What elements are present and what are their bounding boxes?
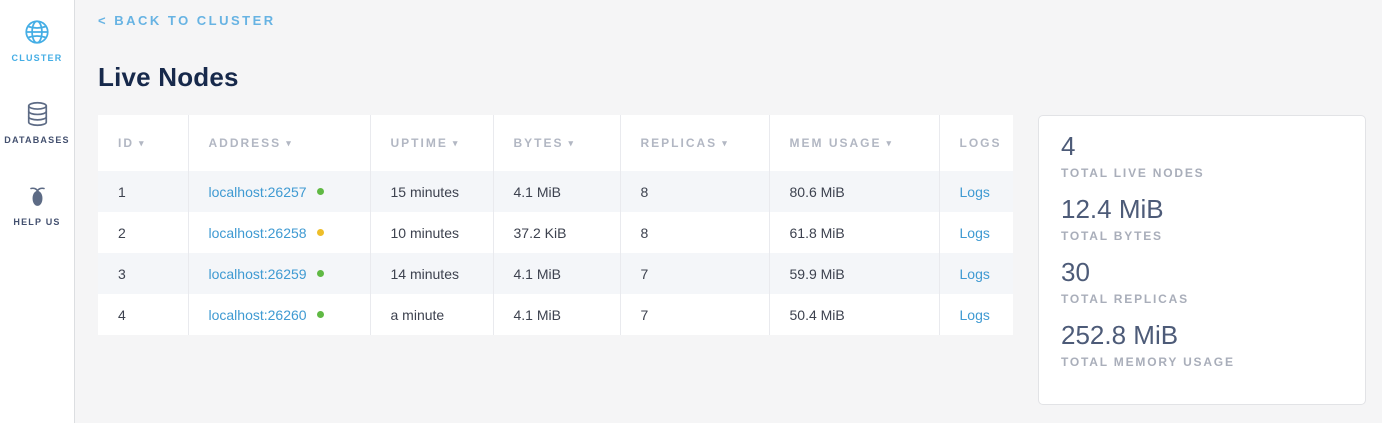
cell-node-id: 3 — [98, 253, 189, 294]
cell-replicas: 8 — [620, 212, 770, 253]
sidebar-item-label: DATABASES — [4, 135, 70, 145]
cell-address: localhost:26259 — [188, 253, 371, 294]
column-header-logs: LOGS — [939, 115, 1013, 171]
stat-value: 4 — [1061, 131, 1076, 161]
logs-link[interactable]: Logs — [959, 306, 990, 323]
stat-value: 12.4 MiB — [1061, 194, 1164, 224]
cell-node-id: 4 — [98, 294, 189, 335]
sidebar-item-help-us[interactable]: HELP US — [13, 182, 60, 227]
sort-arrow-icon: ▾ — [452, 138, 460, 148]
sort-arrow-icon: ▾ — [722, 138, 729, 148]
cockroach-icon — [24, 182, 51, 210]
cell-mem-usage: 61.8 MiB — [769, 212, 940, 253]
cell-node-id: 2 — [98, 212, 189, 253]
stat-value: 252.8 MiB — [1061, 320, 1179, 350]
logs-link[interactable]: Logs — [959, 265, 990, 282]
column-header-address[interactable]: ADDRESS ▾ — [188, 115, 371, 171]
cell-uptime: 15 minutes — [370, 171, 494, 212]
cell-mem-usage: 59.9 MiB — [769, 253, 940, 294]
sort-arrow-icon: ▾ — [886, 138, 894, 148]
column-header-replicas[interactable]: REPLICAS ▾ — [620, 115, 770, 171]
cell-logs: Logs — [939, 212, 1013, 253]
address-link[interactable]: localhost:26259 — [208, 265, 307, 282]
logs-link[interactable]: Logs — [959, 183, 990, 200]
column-label: BYTES — [513, 136, 564, 150]
logs-link[interactable]: Logs — [959, 224, 990, 241]
cell-uptime: 14 minutes — [370, 253, 494, 294]
table-row: 3 localhost:26259 14 minutes 4.1 MiB 7 5… — [98, 253, 1013, 294]
stat-label: TOTAL LIVE NODES — [1061, 166, 1205, 180]
cell-bytes: 4.1 MiB — [493, 253, 621, 294]
node-status-dot — [316, 311, 324, 319]
table-row: 1 localhost:26257 15 minutes 4.1 MiB 8 8… — [98, 171, 1013, 212]
column-header-id[interactable]: ID ▾ — [98, 115, 189, 171]
globe-icon — [23, 18, 51, 46]
summary-stat-total-live-nodes: 4 TOTAL LIVE NODES — [1061, 131, 1343, 180]
address-link[interactable]: localhost:26257 — [208, 183, 307, 200]
sidebar-item-label: CLUSTER — [11, 53, 63, 63]
table-header-row: ID ▾ ADDRESS ▾ UPTIME ▾ BYTES ▾ REPLICAS ▾ ME… — [98, 115, 1013, 171]
cell-mem-usage: 80.6 MiB — [769, 171, 940, 212]
cell-mem-usage: 50.4 MiB — [769, 294, 940, 335]
cell-logs: Logs — [939, 294, 1013, 335]
cell-replicas: 7 — [620, 294, 770, 335]
database-icon — [24, 100, 51, 128]
sort-arrow-icon: ▾ — [286, 138, 293, 148]
cell-uptime: a minute — [370, 294, 494, 335]
address-link[interactable]: localhost:26258 — [208, 224, 307, 241]
content-row: ID ▾ ADDRESS ▾ UPTIME ▾ BYTES ▾ REPLICAS ▾ ME… — [98, 115, 1382, 405]
sidebar-item-label: HELP US — [13, 217, 61, 227]
column-label: LOGS — [959, 136, 1002, 150]
column-header-uptime[interactable]: UPTIME ▾ — [370, 115, 494, 171]
cell-replicas: 7 — [620, 253, 770, 294]
live-nodes-table: ID ▾ ADDRESS ▾ UPTIME ▾ BYTES ▾ REPLICAS ▾ ME… — [98, 115, 1013, 335]
node-status-dot — [316, 229, 324, 237]
cell-bytes: 37.2 KiB — [493, 212, 621, 253]
sidebar: CLUSTER DATABASES — [0, 0, 75, 423]
column-label: ADDRESS — [208, 136, 282, 150]
summary-stat-total-replicas: 30 TOTAL REPLICAS — [1061, 257, 1343, 306]
summary-stat-total-bytes: 12.4 MiB TOTAL BYTES — [1061, 194, 1343, 243]
node-status-dot — [316, 270, 324, 278]
cell-address: localhost:26257 — [188, 171, 371, 212]
table-row: 2 localhost:26258 10 minutes 37.2 KiB 8 … — [98, 212, 1013, 253]
address-link[interactable]: localhost:26260 — [208, 306, 307, 323]
sort-arrow-icon: ▾ — [139, 138, 146, 148]
cell-replicas: 8 — [620, 171, 770, 212]
page-title: Live Nodes — [98, 62, 239, 92]
column-label: UPTIME — [390, 136, 448, 150]
cell-bytes: 4.1 MiB — [493, 171, 621, 212]
table-row: 4 localhost:26260 a minute 4.1 MiB 7 50.… — [98, 294, 1013, 335]
cell-logs: Logs — [939, 253, 1013, 294]
column-header-mem-usage[interactable]: MEM USAGE ▾ — [769, 115, 940, 171]
cell-address: localhost:26260 — [188, 294, 371, 335]
stat-label: TOTAL REPLICAS — [1061, 292, 1189, 306]
cell-bytes: 4.1 MiB — [493, 294, 621, 335]
column-label: REPLICAS — [640, 136, 718, 150]
sidebar-item-databases[interactable]: DATABASES — [4, 100, 69, 145]
cell-address: localhost:26258 — [188, 212, 371, 253]
column-label: ID — [118, 136, 134, 150]
cell-logs: Logs — [939, 171, 1013, 212]
node-summary-panel: 4 TOTAL LIVE NODES 12.4 MiB TOTAL BYTES … — [1038, 115, 1366, 405]
summary-stat-total-memory-usage: 252.8 MiB TOTAL MEMORY USAGE — [1061, 320, 1343, 369]
back-to-cluster-link[interactable]: < BACK TO CLUSTER — [98, 13, 276, 28]
cell-uptime: 10 minutes — [370, 212, 494, 253]
column-header-bytes[interactable]: BYTES ▾ — [493, 115, 621, 171]
column-label: MEM USAGE — [789, 136, 882, 150]
stat-value: 30 — [1061, 257, 1090, 287]
sort-arrow-icon: ▾ — [568, 138, 576, 148]
stat-label: TOTAL BYTES — [1061, 229, 1163, 243]
stat-label: TOTAL MEMORY USAGE — [1061, 355, 1235, 369]
main-content: < BACK TO CLUSTER Live Nodes ID ▾ ADDRESS… — [75, 0, 1382, 423]
cell-node-id: 1 — [98, 171, 189, 212]
sidebar-item-cluster[interactable]: CLUSTER — [12, 18, 63, 63]
node-status-dot — [316, 188, 324, 196]
